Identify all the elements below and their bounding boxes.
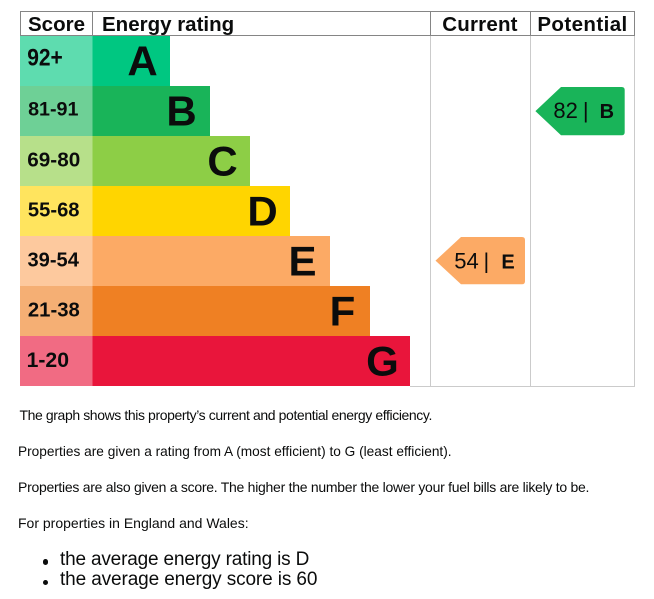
svg-text:39-54: 39-54	[28, 250, 80, 272]
svg-text:E: E	[288, 238, 316, 285]
svg-text:Score: Score	[28, 13, 85, 36]
svg-text:B: B	[166, 88, 196, 135]
svg-text:21-38: 21-38	[28, 300, 80, 322]
svg-text:|: |	[484, 248, 490, 273]
svg-text:E: E	[501, 251, 514, 273]
svg-text:B: B	[600, 101, 614, 123]
svg-text:D: D	[247, 188, 277, 235]
svg-text:A: A	[127, 38, 157, 85]
svg-text:F: F	[330, 288, 356, 335]
svg-text:82: 82	[553, 98, 577, 123]
svg-text:54: 54	[454, 248, 478, 273]
svg-text:G: G	[366, 338, 399, 385]
svg-text:69-80: 69-80	[27, 149, 80, 172]
svg-text:C: C	[207, 138, 237, 185]
svg-text:81-91: 81-91	[28, 99, 78, 121]
svg-text:Current: Current	[442, 13, 517, 36]
svg-text:55-68: 55-68	[28, 199, 80, 221]
svg-text:92+: 92+	[27, 43, 63, 71]
svg-text:1-20: 1-20	[27, 349, 69, 372]
svg-text:|: |	[583, 98, 589, 123]
svg-text:Energy rating: Energy rating	[102, 13, 234, 36]
svg-text:Potential: Potential	[537, 13, 627, 36]
